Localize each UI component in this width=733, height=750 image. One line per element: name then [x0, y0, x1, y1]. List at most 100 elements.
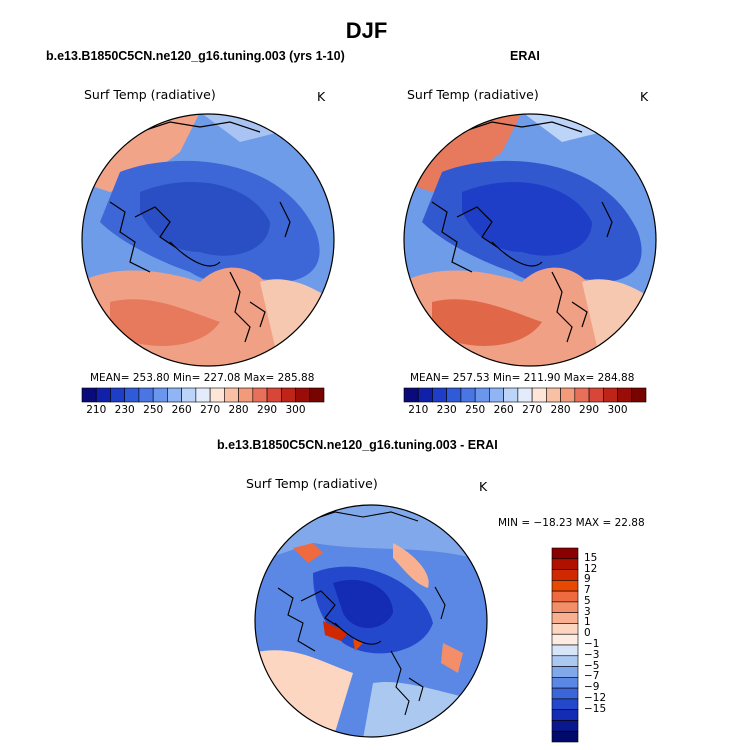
- panel-3-colorbar-swatch: [551, 569, 579, 581]
- panel-2-colorbar-swatch: [403, 387, 419, 403]
- panel-3-colorbar-swatch: [551, 655, 579, 667]
- panel-3-units-label: K: [479, 479, 488, 494]
- panel-3-colorbar-swatch: [551, 580, 579, 592]
- panel-2-colorbar-swatch: [432, 387, 448, 403]
- panel-1-colorbar-swatch: [280, 387, 296, 403]
- panel-2-colorbar-swatch: [560, 387, 576, 403]
- panel-3-colorbar-swatch: [551, 730, 579, 743]
- panel-1-stats: MEAN= 253.80 Min= 227.08 Max= 285.88: [90, 372, 315, 384]
- panel-1-colorbar-swatch: [266, 387, 282, 403]
- panel-2-colorbar-swatch: [531, 387, 547, 403]
- panel-1-colorbar-swatch: [138, 387, 154, 403]
- panel-1-colorbar-swatch: [181, 387, 197, 403]
- panel-3-colorbar-swatch: [551, 666, 579, 678]
- panel-2-colorbar-tick-label: 260: [493, 404, 514, 416]
- panel-1-colorbar: [81, 387, 325, 403]
- panel-3-variable-label: Surf Temp (radiative): [246, 476, 378, 491]
- panel-3-colorbar-swatch: [551, 623, 579, 635]
- panel-2-colorbar-swatch: [588, 387, 604, 403]
- panel-3-colorbar-tick-label: −15: [584, 702, 607, 715]
- panel-1-colorbar-swatch: [224, 387, 239, 403]
- panel-3-colorbar-tick-label: 15: [584, 551, 598, 564]
- panel-1-colorbar-tick-label: 280: [228, 404, 249, 416]
- panel-2-colorbar-tick-label: 270: [522, 404, 543, 416]
- panel-3-colorbar-tick-label: −1: [584, 638, 600, 650]
- panel-2-variable-label: Surf Temp (radiative): [407, 87, 539, 102]
- panel-2-colorbar-swatch: [489, 387, 504, 403]
- panel-3-colorbar-swatch: [551, 687, 579, 700]
- panel-3-colorbar-swatch: [551, 547, 579, 560]
- panel-3-colorbar-swatch: [551, 612, 579, 624]
- panel-2-colorbar-swatch: [446, 387, 462, 403]
- panel-2-colorbar-swatch: [503, 387, 519, 403]
- panel-3-colorbar-swatch: [551, 644, 579, 657]
- panel-1-colorbar-tick-label: 290: [257, 404, 278, 416]
- panel-2-stats: MEAN= 257.53 Min= 211.90 Max= 284.88: [410, 372, 635, 384]
- panel-3-stats: MIN = −18.23 MAX = 22.88: [498, 517, 645, 529]
- panel-2-units-label: K: [640, 89, 649, 104]
- panel-3-colorbar-swatch: [551, 709, 579, 721]
- panel-1-colorbar-swatch: [252, 387, 268, 403]
- panel-2-title: ERAI: [510, 49, 540, 63]
- panel-2-colorbar-swatch: [574, 387, 590, 403]
- panel-2-colorbar-tick-label: 250: [465, 404, 486, 416]
- panel-3-colorbar-swatch: [551, 677, 579, 689]
- panel-3-colorbar-tick-label: 5: [584, 594, 591, 607]
- panel-1-colorbar-tick-label: 250: [143, 404, 164, 416]
- panel-3-colorbar-ticks: 15 12 9 7 5 3 1 0 −1 −3 −5 −7 −9 −12 −15: [584, 548, 624, 742]
- panel-1-polar-map: [81, 113, 335, 367]
- panel-3-colorbar-swatch: [551, 720, 579, 732]
- panel-1-colorbar-tick-label: 270: [200, 404, 221, 416]
- panel-1-title: b.e13.B1850C5CN.ne120_g16.tuning.003 (yr…: [46, 49, 345, 63]
- panel-1-colorbar-ticks: 210 230 250 260 270 280 290 300: [82, 404, 324, 418]
- panel-1-variable-label: Surf Temp (radiative): [84, 87, 216, 102]
- panel-3-colorbar-swatch: [551, 633, 579, 646]
- panel-1-colorbar-tick-label: 260: [171, 404, 192, 416]
- panel-3-colorbar-tick-label: 3: [584, 605, 591, 618]
- panel-2-colorbar-tick-label: 210: [408, 404, 429, 416]
- panel-3-colorbar-swatch: [551, 590, 579, 603]
- panel-3-colorbar-swatch: [551, 698, 579, 710]
- panel-2-colorbar-ticks: 210 230 250 260 270 280 290 300: [404, 404, 646, 418]
- figure-title: DJF: [345, 18, 388, 43]
- panel-3-colorbar: [551, 547, 579, 743]
- panel-2-colorbar-swatch: [417, 387, 433, 403]
- panel-1-colorbar-swatch: [195, 387, 211, 403]
- panel-3-colorbar-swatch: [551, 601, 579, 613]
- panel-1-colorbar-swatch: [110, 387, 126, 403]
- panel-1-colorbar-swatch: [167, 387, 182, 403]
- panel-2-colorbar-tick-label: 280: [550, 404, 571, 416]
- panel-2-polar-map: [403, 113, 657, 367]
- panel-3-colorbar-tick-label: −3: [584, 648, 600, 661]
- panel-3-colorbar-tick-label: −12: [584, 691, 607, 704]
- panel-1-colorbar-tick-label: 300: [285, 404, 306, 416]
- panel-1-colorbar-tick-label: 230: [114, 404, 135, 416]
- panel-3-polar-map: [254, 504, 488, 738]
- panel-3-colorbar-tick-label: 7: [584, 584, 591, 597]
- panel-3-colorbar-tick-label: 0: [584, 627, 591, 640]
- panel-1-colorbar-swatch: [295, 387, 311, 403]
- panel-2-colorbar-swatch: [546, 387, 561, 403]
- panel-1-colorbar-swatch: [209, 387, 225, 403]
- panel-3-colorbar-tick-label: −7: [584, 670, 600, 683]
- panel-2-colorbar-swatch: [460, 387, 476, 403]
- panel-2-colorbar-swatch: [517, 387, 533, 403]
- panel-1-units-label: K: [317, 89, 326, 104]
- panel-3-colorbar-tick-label: 12: [584, 562, 598, 575]
- panel-2-colorbar-swatch: [602, 387, 618, 403]
- panel-3-colorbar-tick-label: −9: [584, 681, 600, 694]
- panel-1-colorbar-tick-label: 210: [86, 404, 107, 416]
- panel-1-colorbar-swatch: [309, 387, 325, 403]
- panel-3-colorbar-swatch: [551, 558, 579, 570]
- panel-2-colorbar: [403, 387, 647, 403]
- panel-2-colorbar-swatch: [474, 387, 490, 403]
- panel-1-colorbar-swatch: [152, 387, 168, 403]
- panel-1-colorbar-swatch: [81, 387, 97, 403]
- panel-2-colorbar-tick-label: 230: [436, 404, 457, 416]
- panel-3-title: b.e13.B1850C5CN.ne120_g16.tuning.003 - E…: [217, 438, 498, 452]
- panel-2-colorbar-tick-label: 300: [607, 404, 628, 416]
- panel-1-colorbar-swatch: [95, 387, 111, 403]
- panel-1-colorbar-swatch: [124, 387, 140, 403]
- panel-3-colorbar-tick-label: 1: [584, 616, 591, 629]
- panel-2-colorbar-tick-label: 290: [579, 404, 600, 416]
